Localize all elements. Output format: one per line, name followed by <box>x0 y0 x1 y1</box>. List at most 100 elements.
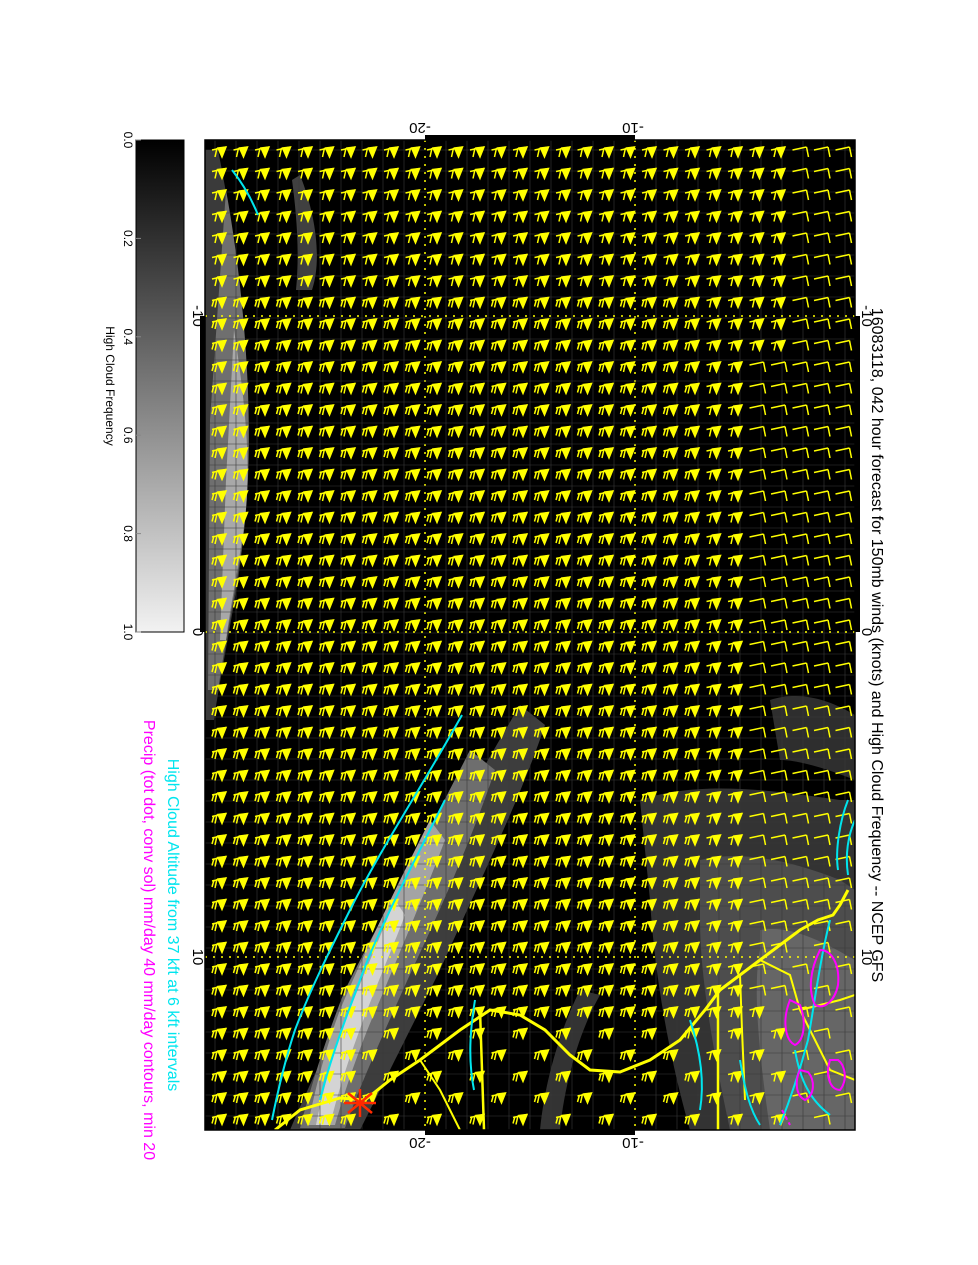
wind-barb <box>706 877 722 890</box>
wind-barb <box>447 683 464 697</box>
wind-barb <box>232 748 249 761</box>
wind-barb <box>447 791 464 804</box>
wind-barb <box>254 447 271 460</box>
wind-barb <box>792 812 810 824</box>
wind-barb <box>534 167 550 181</box>
wind-barb <box>662 963 679 976</box>
wind-barb <box>447 318 464 331</box>
wind-barb <box>662 640 679 654</box>
wind-barb <box>297 468 314 482</box>
wind-barb <box>254 1006 271 1019</box>
wind-barb <box>491 146 507 159</box>
wind-barb <box>297 984 314 998</box>
wind-barb <box>361 769 378 783</box>
wind-barb <box>534 232 550 245</box>
wind-barb <box>232 1006 249 1019</box>
wind-barb <box>684 404 701 417</box>
wind-barb <box>749 769 767 781</box>
wind-barb <box>361 511 378 525</box>
wind-barb <box>533 791 550 804</box>
wind-barb <box>835 404 853 416</box>
wind-barb <box>749 1092 765 1105</box>
wind-barb <box>727 619 744 632</box>
wind-barb <box>362 275 378 288</box>
wind-barb <box>619 361 636 374</box>
wind-barb <box>318 619 335 632</box>
wind-barb <box>749 597 767 609</box>
precip-contours <box>781 948 846 1126</box>
wind-barb <box>254 404 271 417</box>
wind-barb <box>404 296 421 310</box>
wind-barb <box>512 640 529 654</box>
right-tick-label: 10 <box>858 949 875 966</box>
wind-barb <box>555 189 572 202</box>
wind-barb <box>598 318 615 331</box>
wind-barb <box>835 146 853 158</box>
wind-barb <box>512 361 529 374</box>
wind-barb <box>706 920 722 933</box>
left-tick-label: -10 <box>189 305 206 327</box>
wind-barb <box>404 1092 421 1105</box>
wind-barb <box>383 425 400 439</box>
wind-barb <box>770 146 787 159</box>
wind-barb <box>555 490 572 503</box>
wind-barb <box>555 619 572 632</box>
wind-barb <box>490 382 507 396</box>
wind-barb <box>813 683 831 695</box>
wind-barb <box>684 791 701 804</box>
wind-barb <box>447 662 464 675</box>
wind-barb <box>469 812 486 826</box>
wind-barb <box>792 791 810 803</box>
wind-barb <box>490 533 507 546</box>
wind-barb <box>619 662 636 675</box>
wind-barb <box>232 726 249 740</box>
wind-barb <box>318 382 335 396</box>
wind-barb <box>727 253 744 267</box>
wind-barb <box>254 898 271 912</box>
wind-barb <box>404 554 421 568</box>
wind-barb <box>383 920 400 933</box>
wind-barb <box>211 640 228 654</box>
wind-barb <box>275 963 292 976</box>
wind-barb <box>490 791 507 804</box>
wind-barb <box>598 210 615 224</box>
wind-barb <box>684 640 701 654</box>
wind-barb <box>662 318 679 331</box>
wind-barb <box>598 748 615 761</box>
wind-barb <box>297 425 314 439</box>
wind-barb <box>619 339 636 353</box>
wind-barb <box>340 1113 357 1127</box>
wind-barb <box>447 533 464 546</box>
wind-barb <box>813 232 831 244</box>
wind-barb <box>662 1049 679 1062</box>
wind-barb <box>598 619 615 632</box>
top-tick-label: -20 <box>409 119 431 136</box>
wind-barb <box>275 920 292 933</box>
wind-barb <box>620 189 636 202</box>
wind-barb <box>512 210 529 224</box>
wind-barb <box>533 468 550 482</box>
wind-barb <box>619 984 636 998</box>
wind-barb <box>383 382 400 396</box>
wind-barb <box>727 683 744 697</box>
wind-barb <box>426 1027 443 1041</box>
wind-barb <box>297 683 314 697</box>
wind-barb <box>426 855 443 869</box>
wind-barb <box>770 812 788 824</box>
wind-barb <box>383 296 400 310</box>
wind-barb <box>297 404 314 417</box>
wind-barb <box>426 468 443 482</box>
wind-barb <box>813 812 831 824</box>
wind-barb <box>835 920 853 932</box>
wind-barb <box>662 490 679 503</box>
wind-barb <box>318 683 335 697</box>
wind-barb <box>619 425 636 439</box>
wind-barb <box>512 791 529 804</box>
wind-barb <box>684 898 701 912</box>
wind-barb <box>512 769 529 783</box>
wind-barb <box>727 382 744 396</box>
wind-barb <box>576 576 593 589</box>
wind-barb <box>275 361 292 374</box>
wind-barb <box>533 533 550 546</box>
wind-barb <box>576 963 593 976</box>
